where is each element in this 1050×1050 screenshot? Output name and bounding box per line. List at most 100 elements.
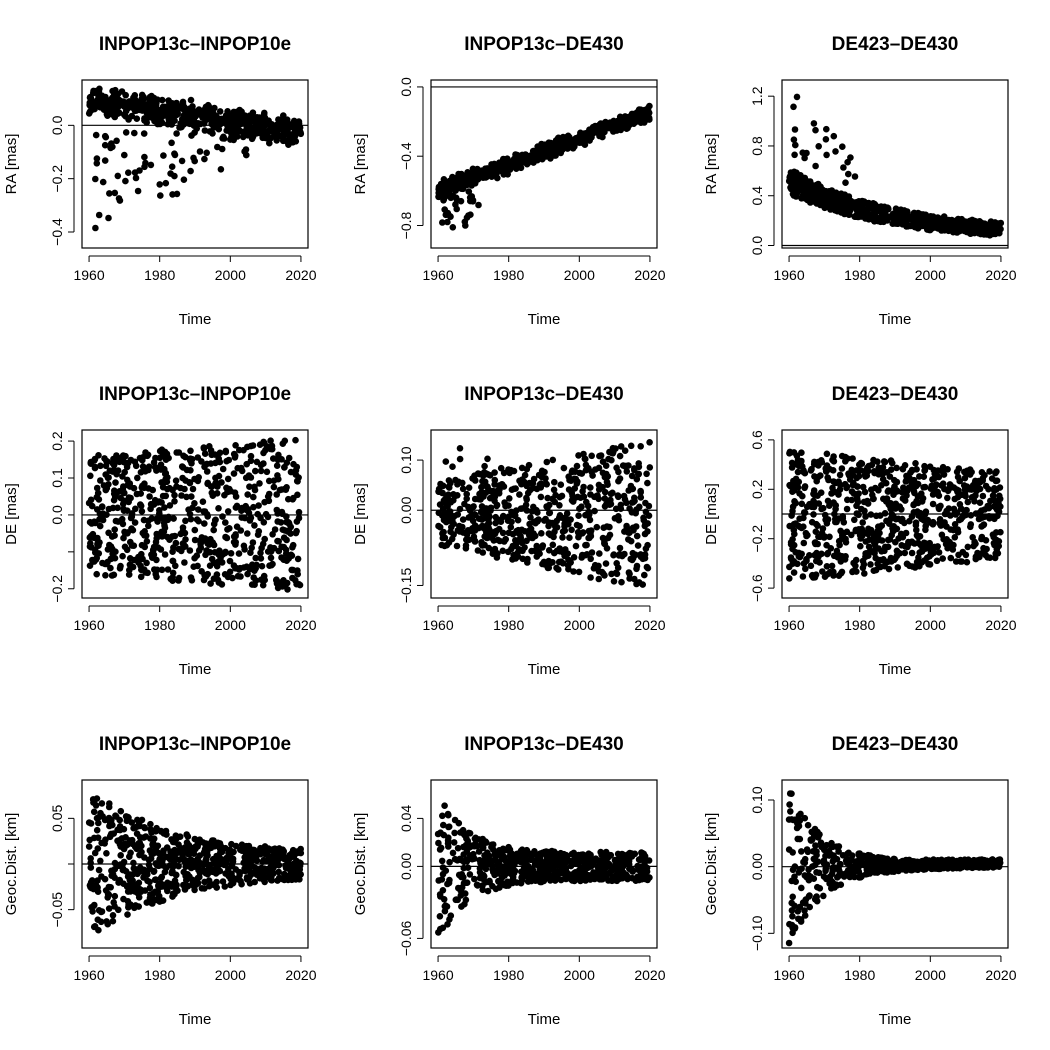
data-point [986,554,994,561]
data-point [925,544,933,551]
data-point [979,492,987,500]
y-tick-label: 0.8 [749,136,765,156]
data-point [906,562,913,570]
data-point [104,474,112,482]
data-point [224,475,232,483]
data-point [916,473,923,480]
data-point [453,205,461,213]
data-point [189,107,196,114]
data-point [562,514,569,521]
data-point [905,473,912,481]
data-point [197,860,205,867]
data-point [993,468,1000,475]
data-point [915,214,922,221]
data-point [934,488,941,496]
data-point [635,470,643,478]
data-point [95,866,103,874]
data-point [585,508,592,516]
data-point [101,560,109,568]
data-point [563,141,570,148]
data-point [210,881,218,889]
data-point [798,457,805,465]
data-point [238,841,246,848]
x-tick-label: 2020 [985,617,1016,633]
data-point [87,472,94,480]
data-point [95,93,102,100]
data-point [799,573,807,580]
data-point [901,462,909,469]
data-point [545,522,552,530]
data-point [839,143,846,150]
data-point [815,533,822,540]
data-point [107,819,115,827]
data-point [813,549,820,557]
data-point [791,487,798,494]
data-point [791,151,798,159]
data-point [200,120,208,127]
y-tick-label: 0.2 [749,479,765,499]
data-point [140,874,147,881]
data-point [179,464,187,471]
data-point [884,488,892,495]
data-point [158,880,165,888]
data-point [555,558,563,566]
data-point [509,556,516,563]
data-point [473,172,481,180]
data-point [127,456,135,464]
data-point [187,467,194,474]
data-point [216,458,224,466]
data-point [810,490,817,498]
data-point [105,905,113,912]
data-point [166,484,173,492]
x-tick-label: 1960 [73,617,104,633]
data-point [846,476,854,483]
x-axis-label: Time [879,311,912,328]
data-point [186,547,194,554]
data-point [255,117,262,124]
data-point [480,493,487,500]
x-tick-label: 2020 [285,617,316,633]
data-point [445,484,453,491]
data-point [107,884,114,891]
data-point [967,512,975,519]
data-point [888,459,896,467]
data-point [91,923,99,930]
data-point [841,556,849,563]
data-point [603,523,611,530]
data-point [259,127,267,135]
panel-title: DE423–DE430 [832,34,959,55]
data-point [235,566,243,573]
data-point [576,469,583,477]
data-point [546,509,553,517]
data-point [582,455,589,463]
data-point [941,510,949,518]
data-point [119,500,127,508]
data-point [541,145,548,153]
data-point [125,904,132,911]
data-point [218,559,226,566]
data-point [120,858,128,866]
data-point [125,882,133,889]
data-point [983,228,990,235]
data-point [247,452,255,460]
data-point [908,467,916,475]
data-point [289,574,296,582]
data-point [929,518,937,526]
data-point [573,480,581,487]
data-point [573,521,581,529]
data-point [193,516,201,523]
data-point [222,519,229,526]
x-tick-label: 2020 [285,967,316,983]
data-point [261,535,269,543]
data-point [201,450,209,458]
data-point [269,856,277,863]
x-tick-label: 1960 [773,617,804,633]
data-point [94,877,101,884]
data-point [142,833,150,840]
data-point [89,530,97,538]
data-point [646,464,654,471]
data-point [822,136,830,143]
data-point [921,511,929,518]
data-point [219,513,226,520]
data-point [837,570,845,577]
